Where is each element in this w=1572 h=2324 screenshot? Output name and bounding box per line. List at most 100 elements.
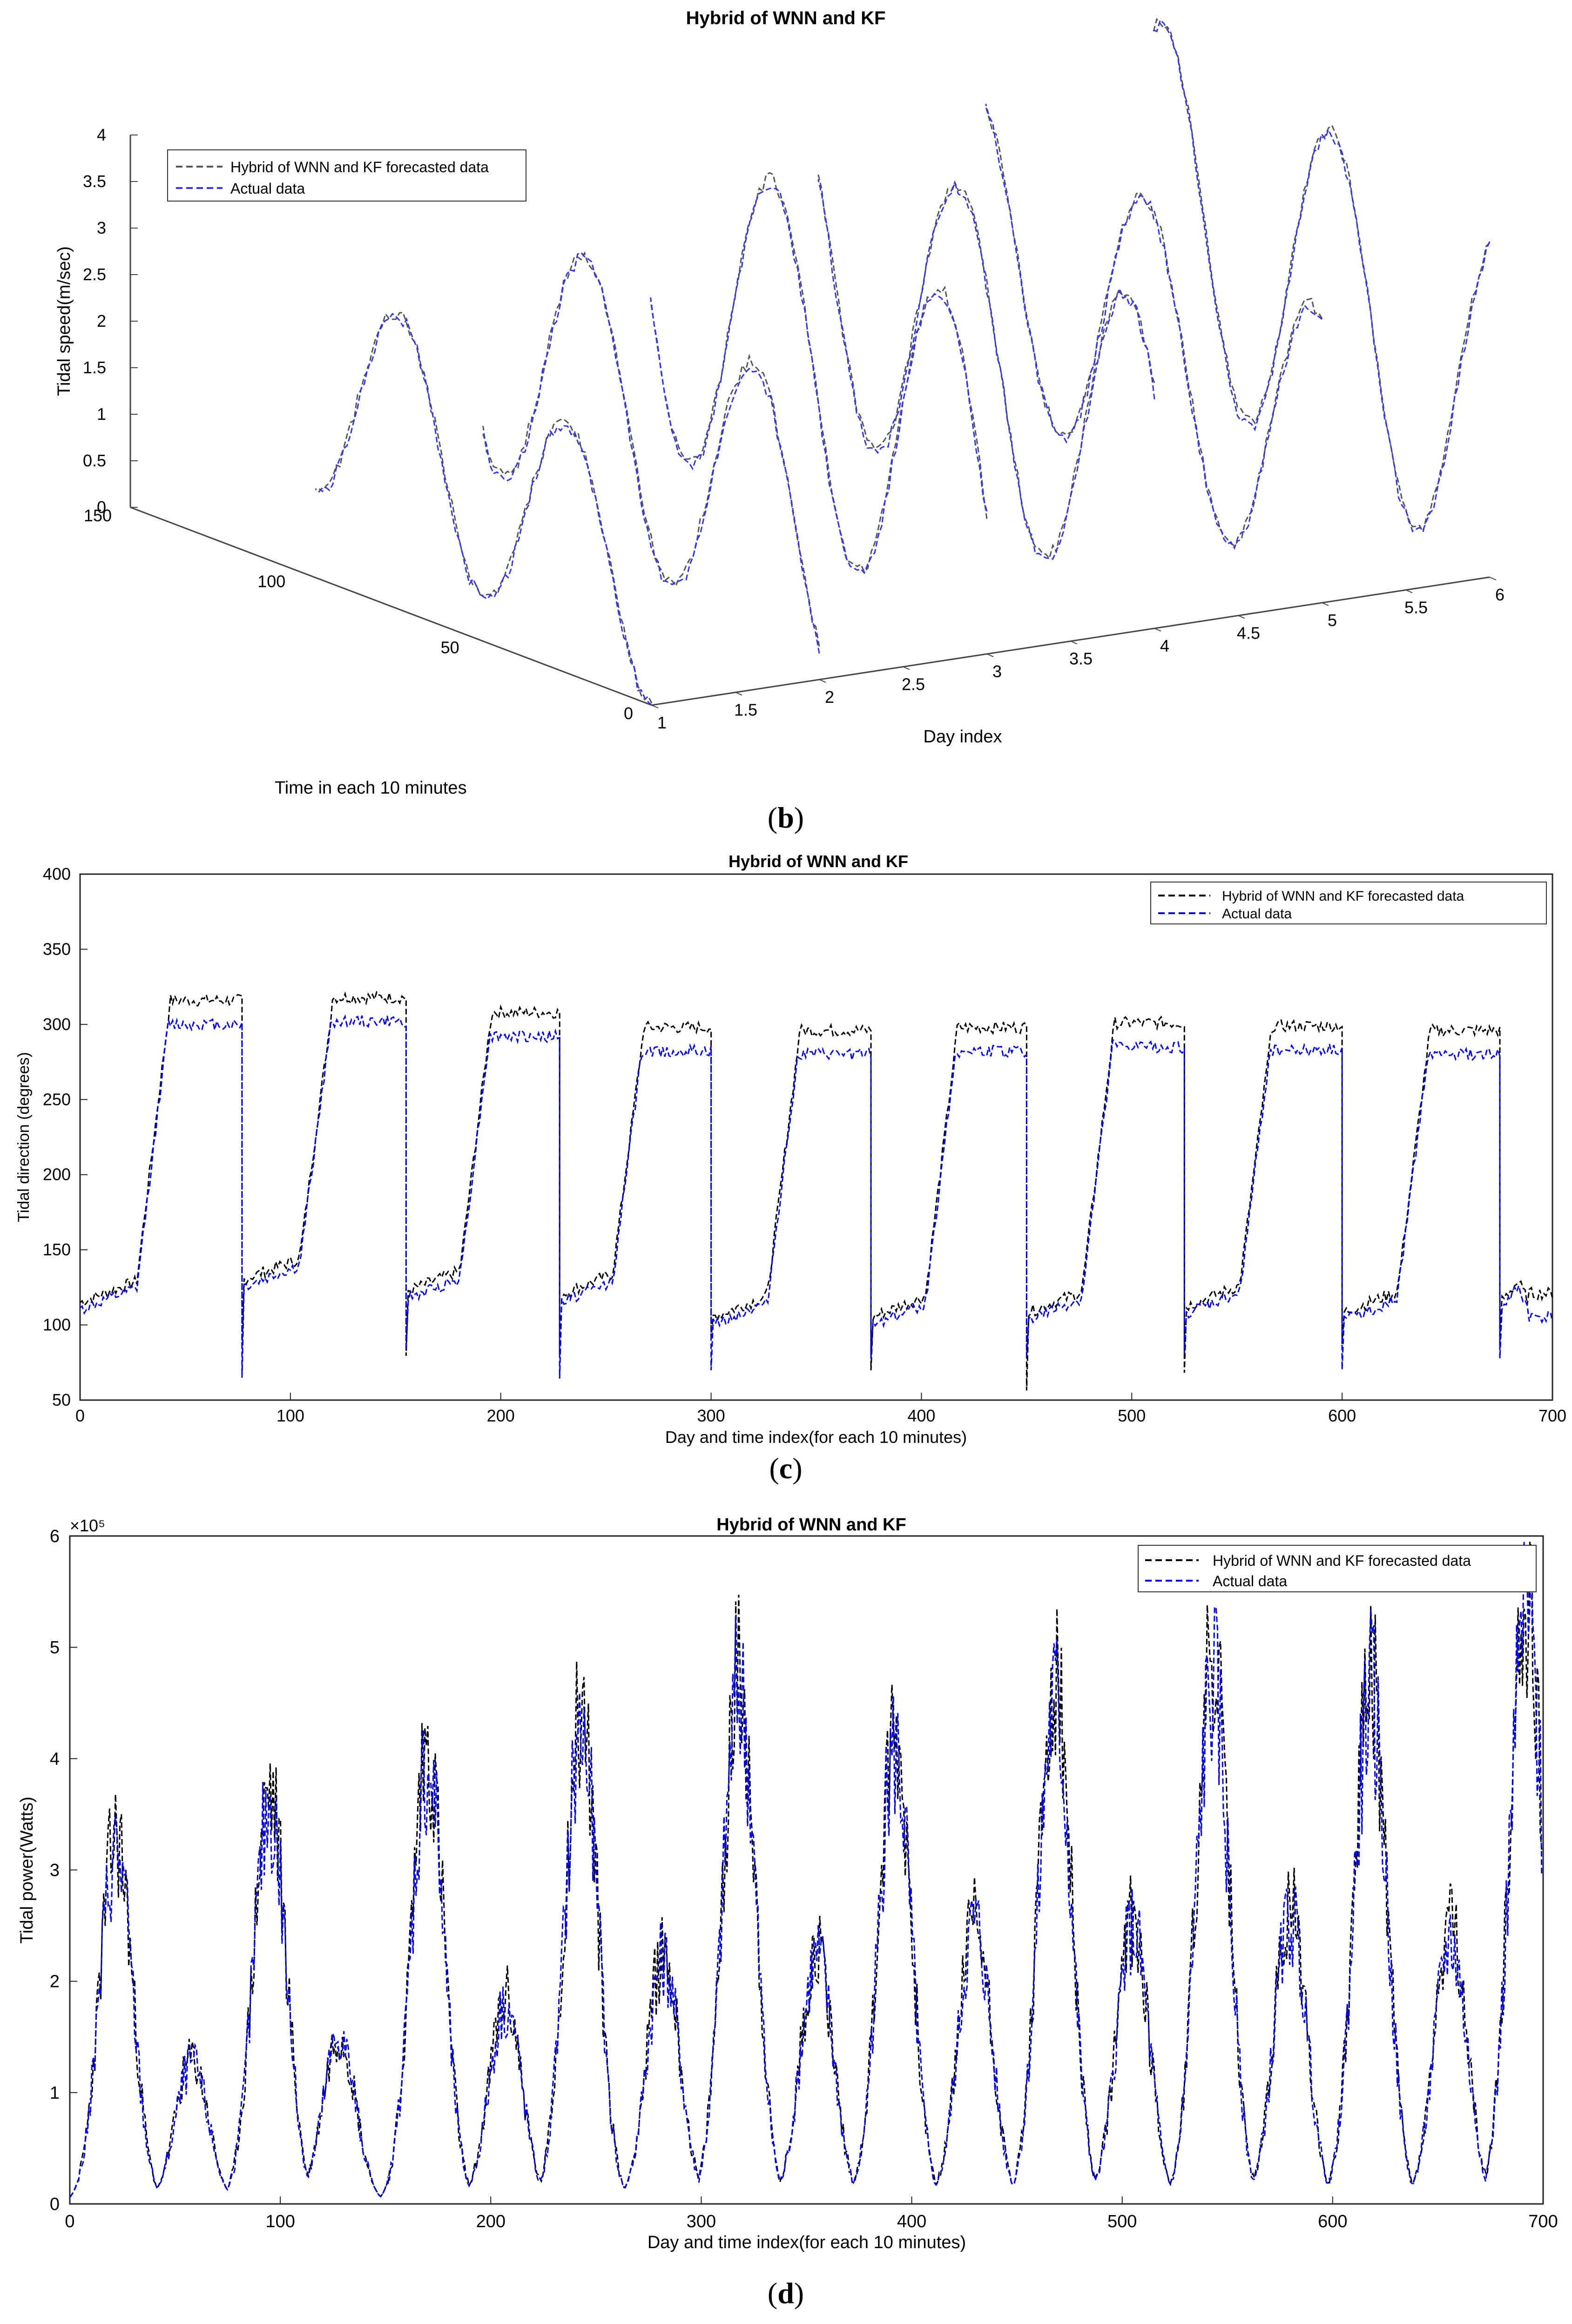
chart-b-zlabel: Tidal speed(m/sec) xyxy=(54,246,74,396)
chart-d-ytick-label: 6 xyxy=(50,1527,60,1546)
chart-d-xtick-label: 200 xyxy=(476,2212,506,2231)
chart-b-xtick-label: 2.5 xyxy=(902,675,925,694)
chart-c-title: Hybrid of WNN and KF xyxy=(729,852,908,871)
chart-b-ztick-label: 3 xyxy=(97,218,106,237)
chart-d-legend: Hybrid of WNN and KF forecasted data Act… xyxy=(1138,1545,1537,1592)
chart-c: Hybrid of WNN and KF 0 100 200 300 400 500 600… xyxy=(15,852,1566,1447)
chart-c-legend-forecast: Hybrid of WNN and KF forecasted data xyxy=(1222,889,1464,904)
chart-d-multiplier: ×10⁵ xyxy=(70,1516,105,1535)
chart-c-series-actual xyxy=(80,1014,1553,1379)
chart-b-series-forecast-day5 xyxy=(985,106,1323,547)
chart-b-legend: Hybrid of WNN and KF forecasted data Act… xyxy=(167,149,526,202)
chart-c-ytick-label: 250 xyxy=(43,1090,71,1109)
chart-b-xtick-label: 3 xyxy=(992,662,1002,681)
chart-b-series-actual-day1 xyxy=(315,312,652,706)
chart-b-xtick xyxy=(651,705,659,708)
chart-b-series-forecast-day6 xyxy=(1153,18,1491,534)
chart-c-xtick-label: 300 xyxy=(697,1406,725,1425)
chart-b-title: Hybrid of WNN and KF xyxy=(686,8,886,28)
chart-b-series-forecast-day4 xyxy=(817,174,1155,560)
chart-b-ztick-label: 1 xyxy=(97,404,106,424)
chart-d-series-actual xyxy=(69,1541,1543,2198)
chart-b-xtick-label: 5 xyxy=(1328,611,1337,630)
chart-b-legend-forecast: Hybrid of WNN and KF forecasted data xyxy=(230,159,489,175)
chart-b: Hybrid of WNN and KF 1 1.5 2 2.5 3 3.5 4 4.5 5 5.… xyxy=(54,8,1505,798)
chart-d-xtick-label: 0 xyxy=(65,2212,74,2231)
chart-d-ytick-label: 2 xyxy=(50,1972,60,1992)
chart-b-ztick-label: 0 xyxy=(97,498,106,517)
chart-b-ztick-label: 3.5 xyxy=(83,172,106,191)
chart-d-legend-forecast: Hybrid of WNN and KF forecasted data xyxy=(1213,1552,1471,1569)
chart-c-legend-actual: Actual data xyxy=(1222,906,1292,922)
chart-b-ztick-label: 0.5 xyxy=(83,451,106,470)
chart-c-xtick-label: 200 xyxy=(487,1406,515,1425)
chart-c-xtick-label: 400 xyxy=(907,1406,935,1425)
chart-b-xtick-label: 5.5 xyxy=(1404,598,1428,617)
chart-b-xtick-label: 1 xyxy=(657,713,667,732)
chart-b-ylabel: Time in each 10 minutes xyxy=(275,778,467,798)
chart-c-xtick-label: 0 xyxy=(75,1406,85,1425)
chart-b-xtick xyxy=(1489,577,1497,580)
chart-c-ytick-label: 400 xyxy=(43,864,71,883)
chart-c-xtick-label: 500 xyxy=(1118,1406,1146,1425)
chart-b-xtick xyxy=(1405,589,1413,593)
chart-d-title: Hybrid of WNN and KF xyxy=(716,1515,906,1535)
chart-d-ylabel: Tidal power(Watts) xyxy=(17,1797,37,1944)
chart-b-series-actual-day2 xyxy=(482,251,820,654)
chart-b-xtick-label: 1.5 xyxy=(734,701,757,720)
chart-b-ztick-label: 1.5 xyxy=(83,358,106,377)
chart-b-ytick-label: 150 xyxy=(84,506,112,525)
chart-b-xtick xyxy=(1238,615,1245,619)
chart-b-xtick xyxy=(903,666,910,670)
chart-b-xtick-label: 6 xyxy=(1495,585,1505,604)
chart-b-xtick xyxy=(735,692,742,696)
chart-b-series-actual-day5 xyxy=(985,103,1322,550)
chart-d-xtick-label: 100 xyxy=(265,2212,295,2231)
chart-c-ytick-label: 350 xyxy=(43,939,71,958)
chart-b-series-forecast-day2 xyxy=(482,251,820,647)
chart-b-xtick-label: 3.5 xyxy=(1069,649,1093,668)
chart-d-ytick-label: 3 xyxy=(50,1861,60,1880)
chart-b-y-axis xyxy=(130,506,652,706)
chart-b-ytick-label: 0 xyxy=(624,704,633,723)
chart-b-ytick-label: 100 xyxy=(257,572,285,591)
chart-b-series-actual-day3 xyxy=(650,187,988,574)
chart-c-xtick-label: 600 xyxy=(1328,1406,1356,1425)
chart-c-xlabel: Day and time index(for each 10 minutes) xyxy=(665,1428,967,1447)
chart-b-xtick-label: 4.5 xyxy=(1237,624,1260,643)
caption-b: (b) xyxy=(767,801,804,834)
chart-b-legend-actual: Actual data xyxy=(230,180,305,197)
chart-b-xtick xyxy=(1154,628,1161,632)
chart-b-xtick-label: 2 xyxy=(825,687,834,707)
caption-c: (c) xyxy=(769,1452,803,1485)
chart-d-xlabel: Day and time index(for each 10 minutes) xyxy=(648,2233,966,2252)
chart-d-ytick-label: 0 xyxy=(50,2195,60,2214)
chart-c-legend: Hybrid of WNN and KF forecasted data Act… xyxy=(1150,882,1547,924)
chart-b-series-actual-day4 xyxy=(817,179,1155,560)
chart-b-series-forecast-day1 xyxy=(315,311,653,704)
chart-b-xtick xyxy=(819,679,826,683)
chart-b-xtick xyxy=(1070,640,1078,645)
chart-d-legend-actual: Actual data xyxy=(1213,1573,1287,1590)
chart-d-plot-area xyxy=(69,1535,1544,2205)
chart-c-xtick-label: 700 xyxy=(1538,1406,1566,1425)
chart-c-plot-area xyxy=(79,873,1553,1401)
chart-c-ylabel: Tidal direction (degrees) xyxy=(15,1052,33,1222)
chart-d-xtick-label: 400 xyxy=(897,2212,926,2231)
chart-d-ytick-label: 5 xyxy=(50,1638,60,1657)
chart-d-xtick-label: 600 xyxy=(1318,2212,1347,2231)
caption-d: (d) xyxy=(767,2277,804,2310)
chart-b-xlabel: Day index xyxy=(924,727,1002,747)
chart-c-ytick-label: 100 xyxy=(43,1315,71,1334)
chart-b-xtick xyxy=(986,653,994,657)
chart-c-series-forecast xyxy=(80,990,1553,1391)
chart-b-ztick-label: 4 xyxy=(97,125,106,144)
chart-d-series-forecast xyxy=(69,1541,1543,2198)
chart-c-ytick-label: 150 xyxy=(43,1240,71,1259)
chart-d: Hybrid of WNN and KF ×10⁵ 0 100 200 300 400 5… xyxy=(17,1515,1558,2252)
chart-c-ytick-label: 300 xyxy=(43,1015,71,1034)
chart-b-series-forecast-day3 xyxy=(650,172,988,573)
chart-d-ytick-label: 4 xyxy=(50,1749,60,1769)
chart-b-xtick xyxy=(1322,602,1329,606)
chart-b-xtick-label: 4 xyxy=(1160,636,1169,655)
